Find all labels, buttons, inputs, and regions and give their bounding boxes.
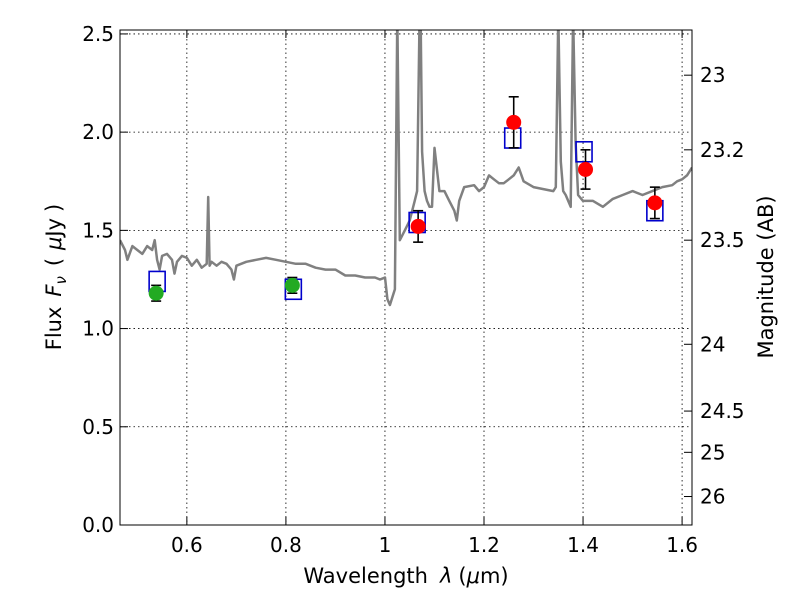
x-tick-label: 1 <box>379 533 392 557</box>
magnitude-tick-label: 26 <box>700 485 725 509</box>
model-photometry-point <box>503 127 522 149</box>
magnitude-tick-label: 25 <box>700 440 725 464</box>
y-axis-label: Flux Fν ( μJy) <box>42 204 70 351</box>
y-axis-label-unit-mu: μ <box>42 237 66 251</box>
magnitude-tick-label: 23.2 <box>700 138 745 162</box>
y-tick-label: 0.0 <box>82 513 114 537</box>
x-axis-label-unit-mu: μ <box>466 564 480 588</box>
y-axis-label-unit-close: ) <box>42 204 66 212</box>
observed-point <box>578 161 594 177</box>
y-tick-label: 1.5 <box>82 218 114 242</box>
y-axis-label-text: Flux <box>42 307 66 351</box>
y-axis-label-unit-rest: Jy <box>42 218 66 239</box>
magnitude-tick-label: 23.5 <box>700 228 745 252</box>
y-tick-label: 1.0 <box>82 317 114 341</box>
observed-point <box>148 285 164 301</box>
model-photometry-point <box>575 140 593 163</box>
x-tick-label: 0.6 <box>171 533 203 557</box>
x-tick-label: 1.6 <box>666 533 698 557</box>
magnitude-tick-label: 23 <box>700 63 725 87</box>
x-axis-label: Wavelength λ (μm) <box>303 564 508 588</box>
x-tick-label: 1.2 <box>468 533 500 557</box>
magnitude-tick-label: 24.5 <box>700 399 745 423</box>
y-axis: 0.0 0.5 1.0 1.5 2.0 2.5 <box>82 22 128 537</box>
magnitude-tick-label: 24 <box>700 332 725 356</box>
y-axis-label-subscript: ν <box>52 276 70 284</box>
x-tick-label: 1.4 <box>567 533 599 557</box>
points-layer <box>148 95 664 302</box>
magnitude-axis: 23 23.2 23.5 24 24.5 25 26 <box>684 63 745 509</box>
plot-frame <box>119 29 693 526</box>
grid <box>120 30 692 526</box>
y-axis-label-unit-open: ( <box>42 258 66 266</box>
x-tick-label: 0.8 <box>270 533 302 557</box>
observed-point <box>410 218 426 234</box>
spectrum-layer <box>120 30 692 307</box>
magnitude-axis-label: Magnitude (AB) <box>754 195 778 358</box>
x-axis: 0.6 0.8 1 1.2 1.4 1.6 <box>171 30 698 557</box>
y-tick-label: 2.0 <box>82 120 114 144</box>
observed-point <box>506 114 522 130</box>
x-axis-label-text: Wavelength <box>303 564 428 588</box>
y-axis-label-symbol: F <box>42 284 66 297</box>
observed-point <box>284 277 300 293</box>
observed-point <box>647 195 663 211</box>
x-axis-label-symbol: λ <box>439 564 452 588</box>
y-tick-label: 0.5 <box>82 415 114 439</box>
x-axis-label-unit-open: ( <box>458 564 466 588</box>
y-tick-label: 2.5 <box>82 22 114 46</box>
x-axis-label-unit-rest: m) <box>480 564 509 588</box>
spectrum-line <box>120 30 692 307</box>
